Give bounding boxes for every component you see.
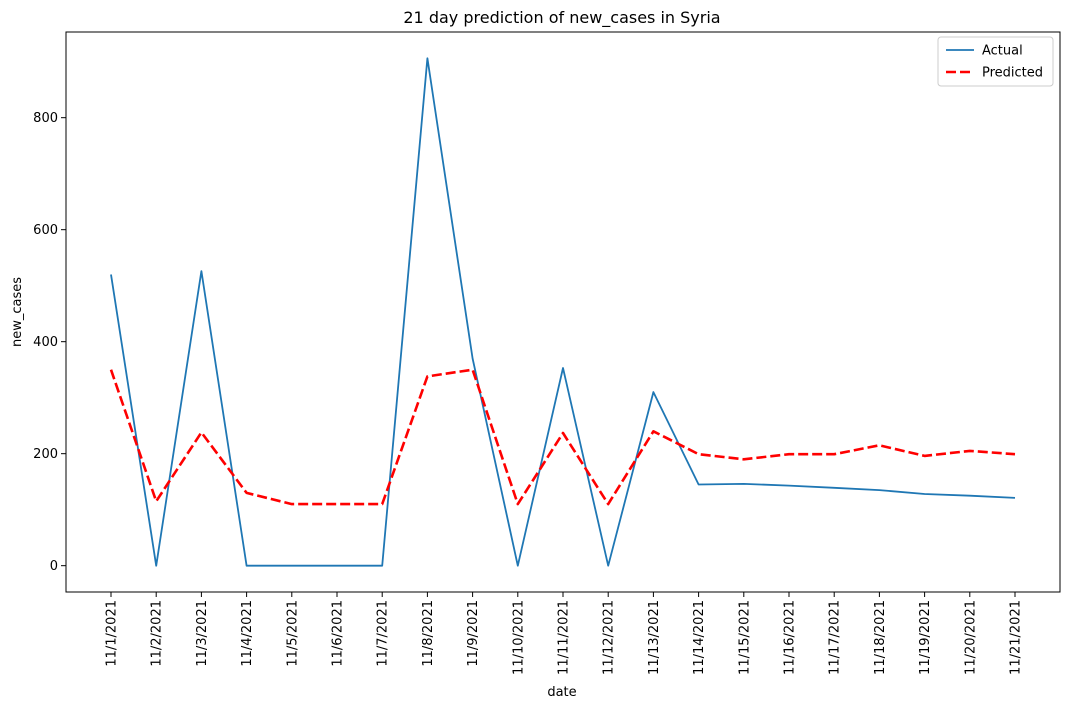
x-tick-label: 11/8/2021 — [421, 600, 436, 667]
plot-area — [65, 31, 1061, 593]
x-tick-label: 11/5/2021 — [285, 600, 300, 667]
y-tick-label: 400 — [33, 335, 58, 350]
legend: Actual Predicted — [937, 36, 1054, 87]
y-tick-label: 600 — [33, 223, 58, 238]
x-tick-label: 11/19/2021 — [918, 600, 933, 675]
x-axis: 11/1/2021 11/2/2021 11/3/2021 11/4/2021 11/5… — [105, 592, 1024, 675]
x-tick-label: 11/6/2021 — [331, 600, 346, 667]
series-line-actual — [110, 57, 1016, 567]
x-tick-label: 11/9/2021 — [466, 600, 481, 667]
series-layer — [109, 57, 1016, 567]
plot-frame — [65, 31, 1061, 593]
chart-title: 21 day prediction of new_cases in Syria — [403, 8, 720, 28]
series-line-predicted — [109, 368, 1016, 506]
x-tick-label: 11/2/2021 — [150, 600, 165, 667]
legend-label-actual: Actual — [982, 44, 1023, 59]
x-tick-label: 11/3/2021 — [195, 600, 210, 667]
x-tick-label: 11/11/2021 — [557, 600, 572, 675]
x-axis-title: date — [547, 685, 576, 700]
y-tick-label: 800 — [33, 111, 58, 126]
x-tick-label: 11/10/2021 — [511, 600, 526, 675]
legend-label-predicted: Predicted — [982, 66, 1043, 81]
x-tick-label: 11/14/2021 — [692, 600, 707, 675]
y-axis: 0 200 400 600 800 — [33, 111, 66, 574]
x-tick-label: 11/7/2021 — [376, 600, 391, 667]
x-tick-label: 11/20/2021 — [963, 600, 978, 675]
y-tick-label: 200 — [33, 447, 58, 462]
x-tick-label: 11/1/2021 — [105, 600, 120, 667]
x-tick-label: 11/21/2021 — [1009, 600, 1024, 675]
x-tick-label: 11/17/2021 — [828, 600, 843, 675]
x-tick-label: 11/4/2021 — [240, 600, 255, 667]
x-tick-label: 11/12/2021 — [602, 600, 617, 675]
x-tick-label: 11/13/2021 — [647, 600, 662, 675]
y-axis-title: new_cases — [10, 277, 25, 347]
x-tick-label: 11/15/2021 — [737, 600, 752, 675]
y-tick-label: 0 — [50, 559, 58, 574]
x-tick-label: 11/18/2021 — [873, 600, 888, 675]
x-tick-label: 11/16/2021 — [783, 600, 798, 675]
